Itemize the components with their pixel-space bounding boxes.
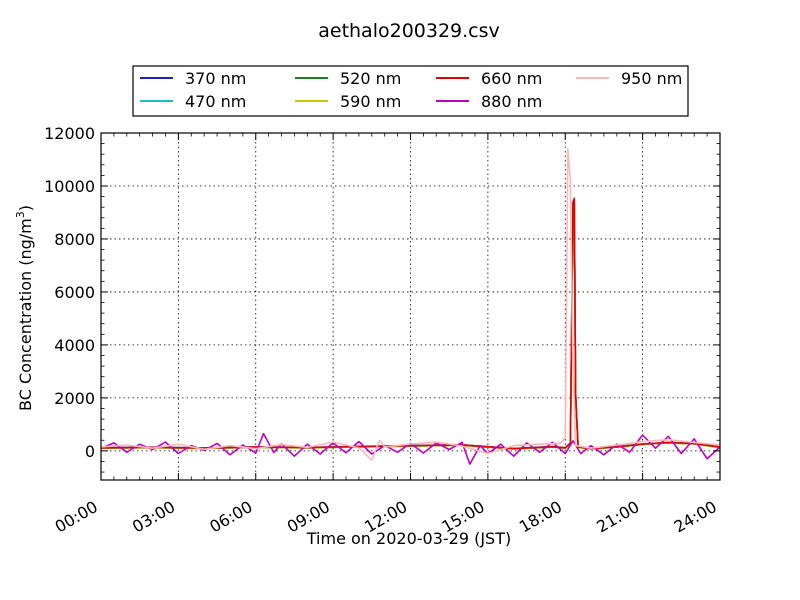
y-axis-label-end: ) bbox=[16, 205, 35, 211]
y-tick-label: 0 bbox=[85, 442, 95, 461]
legend-label: 590 nm bbox=[340, 92, 401, 111]
y-axis-label-main: BC Concentration (ng/m bbox=[16, 218, 35, 411]
x-tick-label: 06:00 bbox=[206, 497, 255, 537]
x-tick-label: 00:00 bbox=[52, 497, 101, 537]
legend-box bbox=[132, 65, 689, 117]
y-tick-label: 8000 bbox=[54, 230, 95, 249]
x-axis-label: Time on 2020-03-29 (JST) bbox=[306, 529, 511, 548]
x-tick-label: 21:00 bbox=[593, 497, 642, 537]
series-layer bbox=[100, 148, 721, 465]
y-tick-label: 12000 bbox=[44, 124, 95, 143]
legend-label: 660 nm bbox=[481, 69, 542, 88]
legend-label: 470 nm bbox=[185, 92, 246, 111]
y-tick-label: 4000 bbox=[54, 336, 95, 355]
legend-label: 880 nm bbox=[481, 92, 542, 111]
legend-label: 520 nm bbox=[340, 69, 401, 88]
series-line-880-nm bbox=[100, 432, 721, 465]
y-axis-label: BC Concentration (ng/m3) bbox=[14, 205, 35, 411]
legend: 370 nm 470 nm 520 nm 590 nm 660 nm 880 nm 950 … bbox=[132, 65, 689, 117]
y-tick-label: 6000 bbox=[54, 283, 95, 302]
chart-title: aethalo200329.csv bbox=[318, 20, 500, 42]
y-axis-label-group: BC Concentration (ng/m3) bbox=[14, 205, 35, 411]
y-tick-label: 10000 bbox=[44, 177, 95, 196]
x-tick-label: 18:00 bbox=[516, 497, 565, 537]
plot-frame bbox=[100, 132, 721, 481]
series-line-950-nm bbox=[100, 148, 721, 461]
x-tick-label: 03:00 bbox=[129, 497, 178, 537]
y-tick-label: 2000 bbox=[54, 389, 95, 408]
series-line-660-nm bbox=[100, 197, 721, 450]
legend-label: 950 nm bbox=[621, 69, 682, 88]
x-tick-label: 24:00 bbox=[671, 497, 720, 537]
y-axis-label-superscript: 3 bbox=[14, 211, 27, 218]
grid-lines bbox=[101, 133, 720, 480]
legend-label: 370 nm bbox=[185, 69, 246, 88]
